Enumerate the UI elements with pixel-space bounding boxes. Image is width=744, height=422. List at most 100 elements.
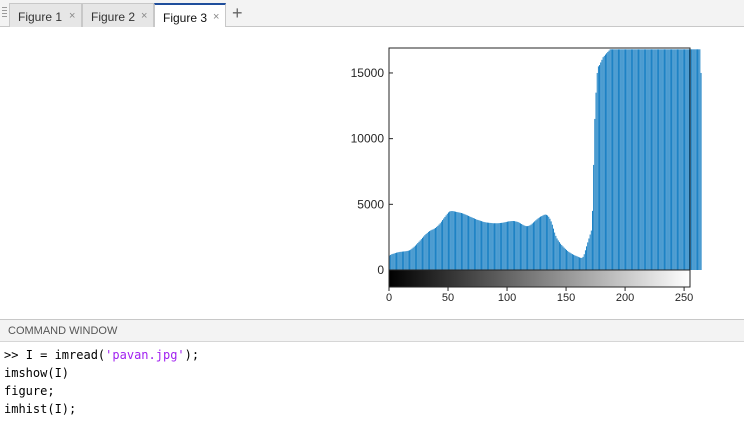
x-tick-label: 100 [498,292,516,304]
histogram-bar [621,49,623,270]
histogram-bar [638,49,639,270]
histogram-bar [607,51,609,270]
histogram-bar [679,49,681,270]
histogram-bar [398,252,400,270]
histogram-bar [662,49,664,270]
histogram-bar [686,49,688,270]
histogram-bar [694,49,696,270]
histogram-bar [641,49,643,270]
histogram-bar [496,223,498,270]
code-text: imshow(I) [4,366,70,380]
histogram-bar [665,49,667,270]
y-axis: 0 5000 10000 15000 [351,66,393,277]
histogram-bar [520,223,521,270]
histogram-bar [537,218,539,270]
histogram-bar [405,251,407,270]
close-icon[interactable]: × [69,10,76,22]
histogram-bar [610,49,612,270]
histogram-bar [533,222,534,270]
histogram-bar [445,215,447,270]
close-icon[interactable]: × [141,10,148,22]
histogram-bar [393,253,395,270]
histogram-bar [457,212,459,270]
histogram-bar [505,221,507,270]
histogram-bar [392,253,394,270]
histogram-bar [563,247,565,270]
histogram-bar [495,223,497,270]
histogram-bar [409,250,410,270]
histogram-bar [494,223,495,270]
histogram-bar [420,239,422,270]
histogram-bar [443,218,445,270]
histogram-bar [669,49,671,270]
histogram-bar [514,221,515,270]
figure-canvas: 0 5000 10000 15000 0 50 100 150 200 250 [0,27,744,319]
histogram-bar [668,49,670,270]
histogram-bar [449,211,451,270]
histogram-bar [391,254,393,270]
histogram-bar [522,224,524,270]
histogram-bar [534,221,536,270]
histogram-bar [603,55,605,270]
histogram-bar [479,220,481,270]
histogram-bar [627,49,629,270]
histogram-bar [507,221,508,270]
histogram-bar [536,219,538,270]
histogram-bar [527,226,528,270]
histogram-bar [659,49,661,270]
tab-label: Figure 1 [18,10,63,24]
histogram-bar [699,49,701,270]
histogram-bar [618,49,619,270]
histogram-bar [577,256,579,270]
histogram-bar [432,229,434,270]
histogram-bar [571,254,573,270]
histogram-bar [678,49,680,270]
histogram-bar [476,219,478,270]
histogram-bar [503,222,505,270]
histogram-bar [626,49,628,270]
tab-figure-2[interactable]: Figure 2 × [82,3,154,27]
histogram-bar [390,254,392,270]
histogram-bar [660,49,662,270]
tab-figure-3[interactable]: Figure 3 × [154,3,226,28]
histogram-bar [654,49,656,270]
histogram-bar [510,221,512,270]
histogram-bar [695,49,697,270]
histogram-bar [469,216,471,270]
histogram-bar [416,244,418,270]
histogram-bar [497,223,499,270]
histogram-bar [562,246,564,270]
histogram-bar [515,221,517,270]
histogram-bar [550,221,552,270]
drag-handle-icon[interactable] [2,7,7,19]
tab-figure-1[interactable]: Figure 1 × [9,3,82,27]
histogram-bar [642,49,644,270]
histogram-bar [661,49,663,270]
histogram-bar [525,226,527,270]
histogram-bar [692,49,694,270]
histogram-bar [636,49,638,270]
command-line: imhist(I); [4,402,744,420]
histogram-bar [531,223,533,270]
histogram-bar [573,254,575,270]
histogram-bar [667,49,669,270]
command-window[interactable]: >> I = imread('pavan.jpg'); imshow(I) fi… [0,342,744,422]
histogram-bar [509,221,511,270]
histogram-bar [568,251,570,270]
histogram-bar [567,250,569,270]
add-tab-icon[interactable]: + [232,3,243,23]
histogram-bar [436,226,438,270]
histogram-bar [680,49,682,270]
histogram-bar [541,216,543,270]
histogram-bar [560,243,562,270]
histogram-bar [574,255,576,270]
close-icon[interactable]: × [213,11,220,23]
histogram-bar [540,216,541,270]
histogram-bar [465,214,467,270]
histogram-bar [599,65,600,270]
histogram-bar [587,242,589,270]
histogram-bar [535,220,537,270]
histogram-bar [431,229,433,270]
histogram-bar [651,49,652,270]
histogram-bar [693,49,695,270]
